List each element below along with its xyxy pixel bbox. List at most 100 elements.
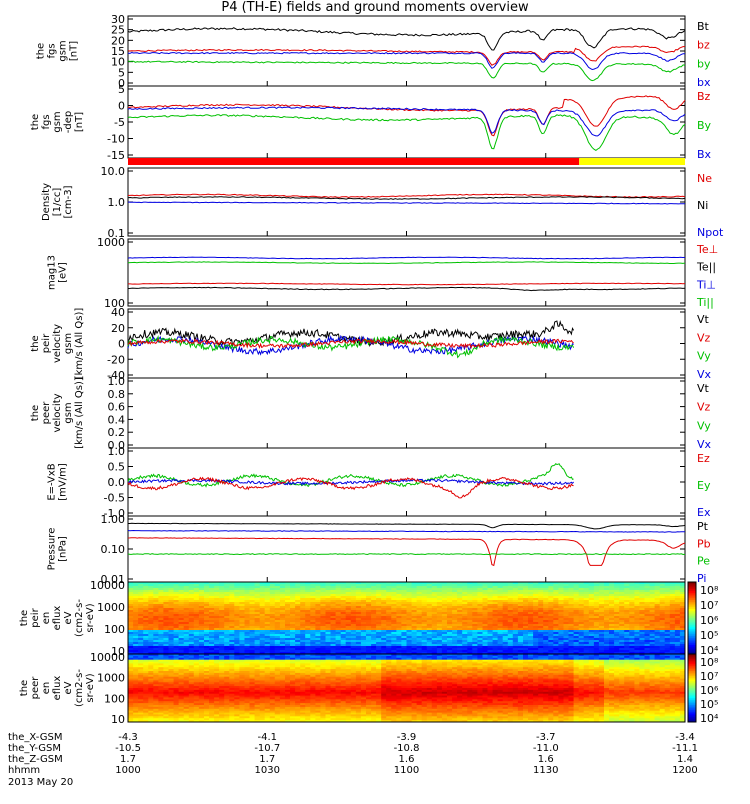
y-axis-label-line: fgs <box>47 43 58 58</box>
y-tick-label: 0 <box>118 338 125 351</box>
y-axis-label-line: [km/s (All Qs)] <box>74 377 85 449</box>
panel-frame <box>128 378 685 448</box>
legend-Ti⊥: Ti⊥ <box>696 278 716 291</box>
spectrogram-peer <box>128 654 685 722</box>
y-axis-label-line: peir <box>41 333 52 353</box>
y-axis-label-line: [1/cc] <box>52 188 63 217</box>
y-tick-label: 1000 <box>97 601 125 614</box>
y-tick-label: 1.0 <box>108 196 126 209</box>
legend-Bt: Bt <box>697 20 710 33</box>
y-tick-label: 1.0 <box>108 445 126 458</box>
y-axis-label-line: (cm2-s- <box>74 599 85 637</box>
y-tick-label: 0.5 <box>108 461 126 474</box>
y-tick-label: 0.0 <box>108 476 126 489</box>
y-axis-label-line: peir <box>30 607 41 627</box>
y-axis-label-line: Pressure <box>47 528 58 571</box>
y-axis-label-line: sr-eV) <box>85 603 96 632</box>
series-Ez <box>128 478 574 498</box>
series-Pb <box>128 538 685 566</box>
y-axis-label-line: mag13 <box>47 255 58 290</box>
y-tick-label: 10000 <box>90 579 125 592</box>
legend-bx: bx <box>697 76 711 89</box>
panel-frame <box>128 239 685 306</box>
y-axis-label-line: [km/s (All Qs)] <box>74 308 85 380</box>
y-axis-label-line: the <box>30 114 41 130</box>
legend-Ex: Ex <box>697 506 711 519</box>
legend-Pb: Pb <box>697 537 711 550</box>
legend-Npot: Npot <box>697 226 724 239</box>
y-axis-label-line: gsm <box>58 40 69 61</box>
y-axis-label-line: E=-VxB <box>47 463 58 500</box>
legend-Vy: Vy <box>697 419 711 432</box>
panel-frame <box>128 516 685 582</box>
y-axis-label-line: the <box>36 43 47 59</box>
y-axis-label-line: [nPa] <box>58 536 69 562</box>
y-tick-label: 0.4 <box>108 413 126 426</box>
legend-Te⊥: Te⊥ <box>696 243 718 256</box>
series-Ti-perp <box>128 257 685 259</box>
y-axis-label-line: gsm <box>63 402 74 423</box>
y-tick-label: 100 <box>104 692 125 705</box>
legend-Vt: Vt <box>697 382 710 395</box>
y-tick-label: 10.0 <box>101 165 126 178</box>
legend-Vx: Vx <box>697 438 712 451</box>
legend-by: by <box>697 57 711 70</box>
series-Pi <box>128 531 685 533</box>
y-tick-label: -15 <box>107 149 125 162</box>
y-tick-label: 100 <box>104 623 125 636</box>
legend-Ne: Ne <box>697 172 712 185</box>
y-tick-label: 10 <box>111 713 125 726</box>
series-Te-par <box>128 287 685 290</box>
series-Pe <box>128 554 685 555</box>
legend-Ti||: Ti|| <box>696 296 714 309</box>
y-axis-label-line: peer <box>41 401 52 425</box>
y-axis-label-line: [nT] <box>69 41 80 61</box>
y-axis-label-line: [mV/m] <box>58 463 69 501</box>
y-tick-label: 10000 <box>90 651 125 664</box>
legend-Vt: Vt <box>697 313 710 326</box>
y-axis-label-line: fgs <box>41 114 52 129</box>
legend-Te||: Te|| <box>696 261 716 274</box>
series-Pt <box>128 523 685 529</box>
y-axis-label-line: Density <box>41 183 52 221</box>
series-Vt <box>128 321 574 346</box>
y-axis-label-line: sr-eV) <box>85 673 96 702</box>
y-tick-label: -10 <box>107 133 125 146</box>
y-axis-label-line: velocity <box>52 393 63 432</box>
y-axis-label-line: [nT] <box>74 112 85 132</box>
y-tick-label: 20 <box>111 322 125 335</box>
legend-Vy: Vy <box>697 350 711 363</box>
y-tick-label: 40 <box>111 306 125 319</box>
status-bar-yellow <box>579 158 685 165</box>
page-title: P4 (TH-E) fields and ground moments over… <box>0 0 750 15</box>
y-tick-label: 0.10 <box>101 543 126 556</box>
legend-Vz: Vz <box>697 401 711 414</box>
y-tick-label: 5 <box>118 83 125 96</box>
series-Ti-par <box>128 262 685 264</box>
y-axis-label-line: the <box>19 610 30 626</box>
legend-Vz: Vz <box>697 331 711 344</box>
legend-By: By <box>697 119 712 132</box>
legend-Bz: Bz <box>697 90 711 103</box>
status-bar-red <box>128 158 579 165</box>
series-Ey <box>128 464 574 487</box>
legend-Ez: Ez <box>697 452 710 465</box>
y-tick-label: 1.00 <box>101 513 126 526</box>
y-axis-label-line: eV <box>63 681 74 694</box>
y-axis-label-line: en <box>41 682 52 695</box>
y-axis-label: Density[1/cc][cm-3] <box>41 183 74 221</box>
legend-Ni: Ni <box>697 199 708 212</box>
y-axis-label-line: the <box>30 405 41 421</box>
y-axis-label-line: [cm-3] <box>63 185 74 218</box>
y-tick-label: 0.6 <box>108 401 126 414</box>
y-tick-label: 1000 <box>97 672 125 685</box>
series-Te-perp <box>128 283 685 285</box>
